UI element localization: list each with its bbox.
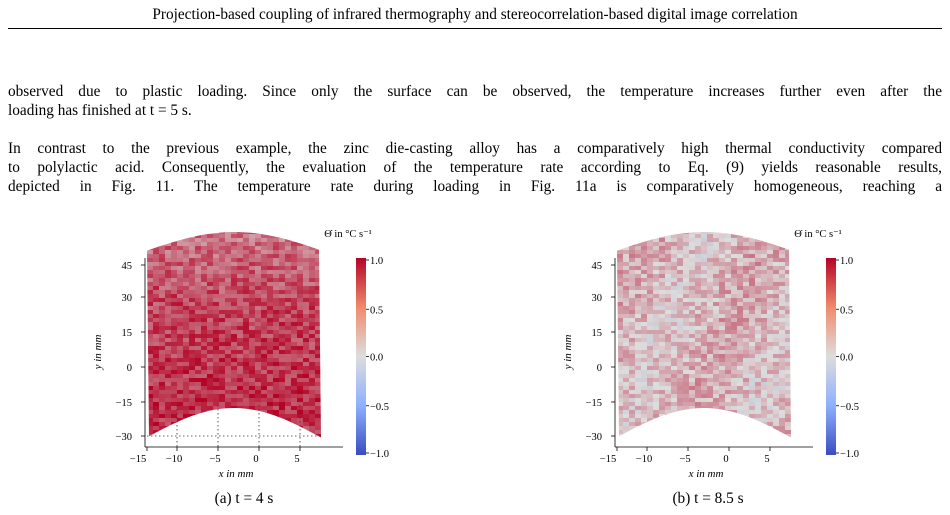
colorbar-tick-label: −1.0 [840,449,859,460]
paragraph-2-line-3: depicted in Fig. 11. The temperature rat… [8,178,942,195]
colorbar-tick-label: −1.0 [370,449,389,460]
colorbar-tick-label: −0.5 [840,402,859,413]
paragraph-1-line-2: loading has finished at t = 5 s. [8,102,192,119]
y-tick-label: 0 [597,363,602,374]
y-tick-label: 30 [592,293,603,304]
y-tick-label: 15 [122,328,133,339]
caption-a: (a) t = 4 s [214,490,274,507]
axes [611,258,813,451]
x-tick-label: 5 [764,454,769,465]
colorbar-tick-label: 1.0 [370,256,383,267]
guide-lines [147,405,321,447]
colorbar-title: Θ̇ in °C s⁻¹ [794,229,842,240]
panel-b: −15 −10 −5 0 5 45 30 15 0 −15 −30 x in mm y in mm 1.0… [562,229,859,480]
colorbar-tick-label: −0.5 [370,402,389,413]
y-tick-label: 30 [122,293,133,304]
y-tick-label: −30 [116,432,132,443]
y-tick-label: 0 [127,363,132,374]
x-tick-label: −15 [130,454,146,465]
colorbar-tick-label: 0.5 [370,305,383,316]
y-tick-label: −15 [116,398,132,409]
y-tick-label: 15 [592,328,603,339]
caption-b: (b) t = 8.5 s [672,490,744,507]
x-tick-label: 0 [723,454,728,465]
axes [141,258,343,451]
x-tick-label: −5 [679,454,690,465]
paragraph-1: observed due to plastic loading. Since o… [8,82,942,120]
paragraph-2-line-2: to polylactic acid. Consequently, the ev… [8,159,942,176]
x-tick-label: 5 [294,454,299,465]
header-rule [8,28,942,29]
colorbar-tick-label: 1.0 [840,256,853,267]
y-axis-label: y in mm [92,335,104,371]
panel-a: −15 −10 −5 0 5 45 30 15 0 −15 −30 x in mm y in mm 1.0… [92,229,389,480]
heatmap-field [617,232,791,438]
heatmap-field [147,232,321,438]
colorbar-tick-label: 0.0 [840,353,853,364]
paragraph-2-line-1: In contrast to the previous example, the… [8,140,942,157]
colorbar [356,258,366,455]
y-tick-label: 45 [592,261,603,272]
x-tick-label: −10 [166,454,182,465]
y-axis-label: y in mm [562,335,574,371]
colorbar-tick-label: 0.0 [370,353,383,364]
x-axis-label: x in mm [688,468,724,480]
paragraph-1-line-1: observed due to plastic loading. Since o… [8,83,942,100]
paragraph-2: In contrast to the previous example, the… [8,139,942,196]
x-tick-label: −15 [600,454,616,465]
colorbar-title: Θ̇ in °C s⁻¹ [324,229,372,240]
x-tick-label: −10 [636,454,652,465]
y-tick-label: −30 [586,432,602,443]
y-tick-label: 45 [122,261,133,272]
running-header: Projection-based coupling of infrared th… [152,6,798,23]
y-tick-label: −15 [586,398,602,409]
x-tick-label: 0 [253,454,258,465]
x-tick-label: −5 [209,454,220,465]
x-axis-label: x in mm [218,468,254,480]
colorbar-tick-label: 0.5 [840,305,853,316]
colorbar [826,258,836,455]
